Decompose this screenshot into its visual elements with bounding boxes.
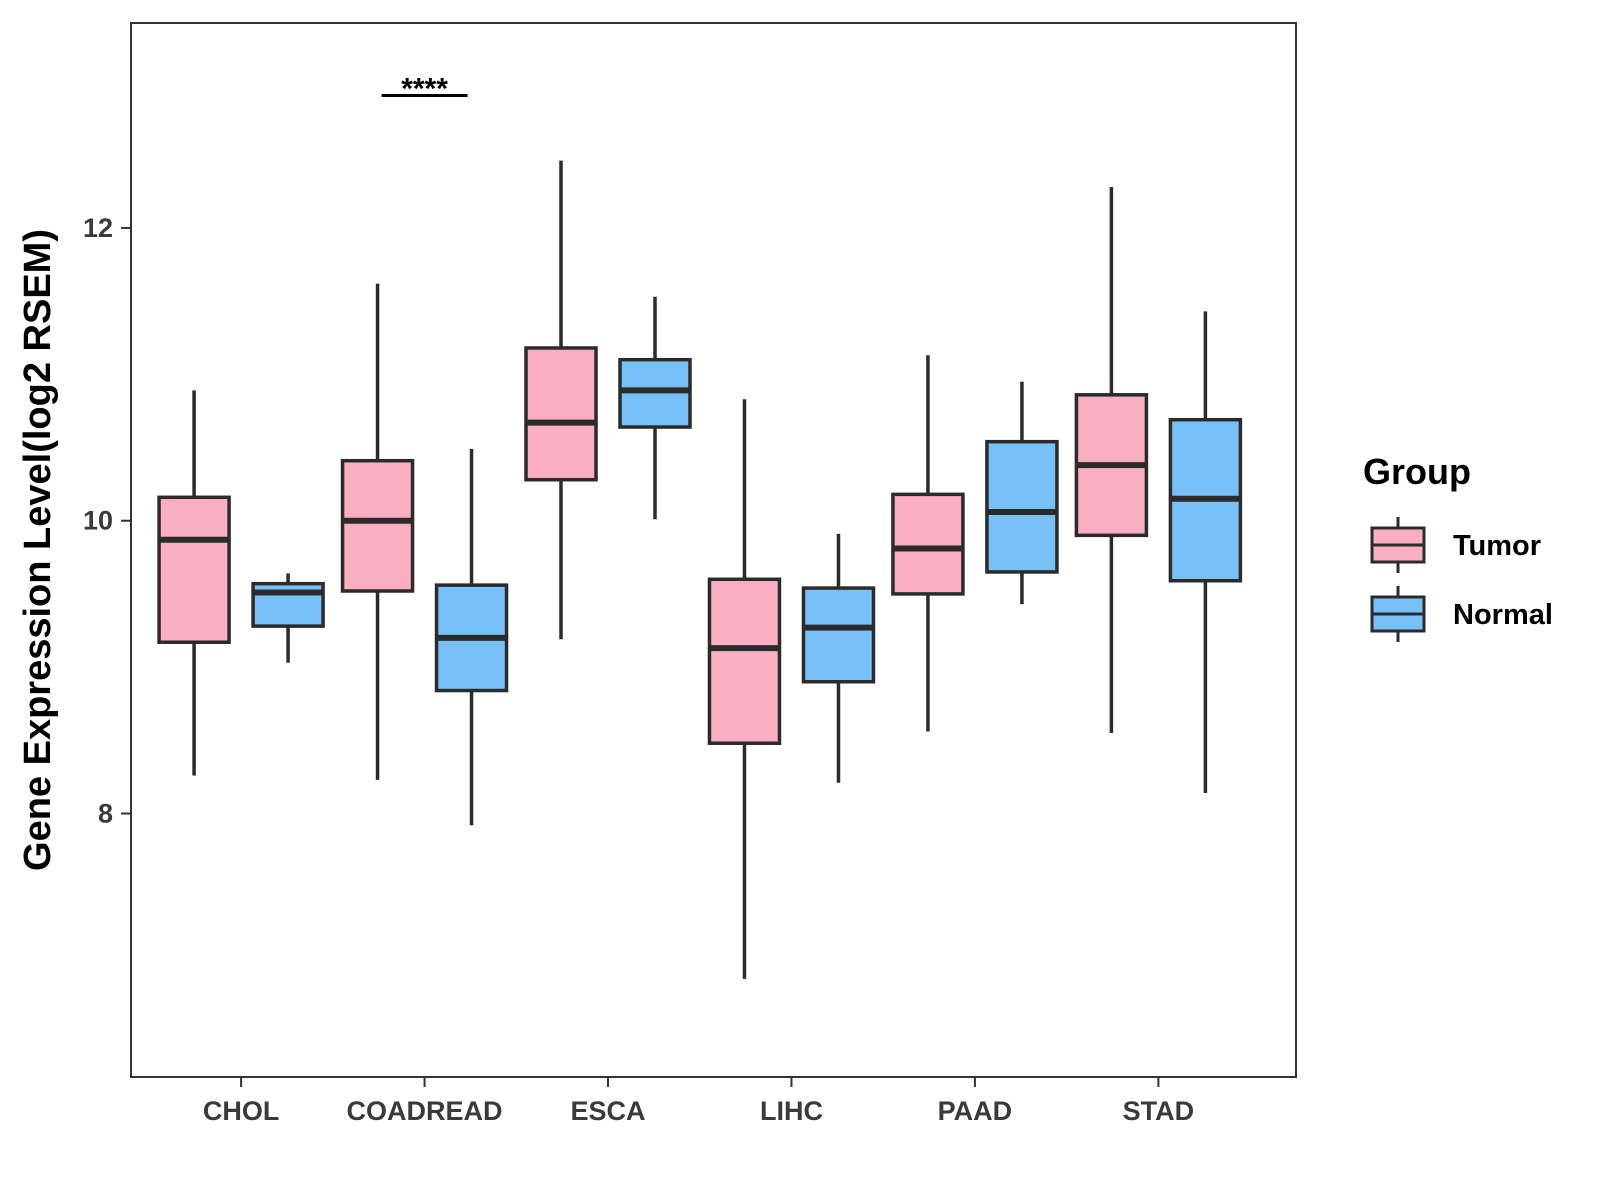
- significance-label: ****: [401, 72, 448, 105]
- box-tumor-stad: [1074, 186, 1149, 733]
- box-normal-lihc: [801, 533, 876, 783]
- y-axis-title: Gene Expression Level(log2 RSEM): [17, 229, 59, 871]
- box-normal-stad: [1168, 311, 1243, 794]
- significance-annotations: ****: [381, 72, 468, 105]
- legend-item-normal: Normal: [1370, 586, 1553, 642]
- legend-title: Group: [1363, 451, 1471, 492]
- x-tick-label: STAD: [1123, 1096, 1195, 1126]
- y-tick-label: 10: [83, 506, 113, 536]
- box-normal-coadread: [434, 448, 509, 826]
- x-tick-label: COADREAD: [347, 1096, 503, 1126]
- box-tumor-chol: [157, 390, 231, 776]
- box-normal-paad: [985, 381, 1059, 605]
- legend-label: Tumor: [1453, 530, 1541, 562]
- boxes-layer: [157, 160, 1243, 979]
- x-tick-label: ESCA: [571, 1096, 646, 1126]
- box-normal-chol: [251, 573, 325, 663]
- plot-panel-border: [130, 22, 1297, 1078]
- iqr-box: [801, 586, 876, 684]
- legend: Group Tumor Normal: [1363, 451, 1553, 642]
- x-axis: CHOL COADREAD ESCA LIHC PAAD STAD: [203, 1077, 1194, 1126]
- iqr-box: [157, 495, 231, 644]
- box-normal-esca: [618, 296, 692, 520]
- iqr-box: [340, 458, 415, 593]
- legend-item-tumor: Tumor: [1370, 517, 1541, 573]
- x-tick-label: CHOL: [203, 1096, 280, 1126]
- legend-label: Normal: [1453, 599, 1553, 631]
- x-tick-label: LIHC: [760, 1096, 823, 1126]
- y-tick-label: 12: [83, 213, 113, 243]
- y-axis: 8 10 12: [83, 213, 131, 829]
- box-tumor-esca: [524, 160, 598, 640]
- box-tumor-coadread: [340, 283, 415, 780]
- box-tumor-paad: [891, 355, 965, 732]
- iqr-box: [524, 346, 598, 482]
- x-tick-label: PAAD: [938, 1096, 1013, 1126]
- iqr-box: [891, 492, 965, 596]
- iqr-box: [707, 577, 782, 745]
- iqr-box: [985, 439, 1059, 574]
- box-tumor-lihc: [707, 399, 782, 979]
- y-tick-label: 8: [98, 799, 113, 829]
